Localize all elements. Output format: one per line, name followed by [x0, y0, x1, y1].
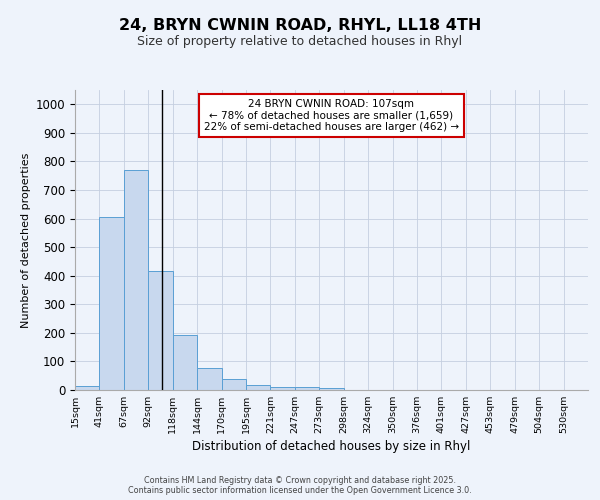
Text: 24 BRYN CWNIN ROAD: 107sqm
← 78% of detached houses are smaller (1,659)
22% of s: 24 BRYN CWNIN ROAD: 107sqm ← 78% of deta… [204, 99, 459, 132]
Bar [173, 335, 197, 390]
Bar [197, 368, 221, 390]
Text: Contains public sector information licensed under the Open Government Licence 3.: Contains public sector information licen… [128, 486, 472, 495]
Y-axis label: Number of detached properties: Number of detached properties [22, 152, 31, 328]
Bar [271, 387, 295, 390]
Bar [221, 379, 246, 390]
Bar [100, 217, 124, 390]
Text: Size of property relative to detached houses in Rhyl: Size of property relative to detached ho… [137, 35, 463, 48]
Bar [246, 385, 271, 390]
Bar [124, 170, 148, 390]
Bar [148, 272, 173, 390]
Text: Contains HM Land Registry data © Crown copyright and database right 2025.: Contains HM Land Registry data © Crown c… [144, 476, 456, 485]
Bar [295, 387, 319, 390]
Bar [319, 388, 344, 390]
X-axis label: Distribution of detached houses by size in Rhyl: Distribution of detached houses by size … [193, 440, 470, 453]
Bar [75, 386, 100, 390]
Text: 24, BRYN CWNIN ROAD, RHYL, LL18 4TH: 24, BRYN CWNIN ROAD, RHYL, LL18 4TH [119, 18, 481, 32]
